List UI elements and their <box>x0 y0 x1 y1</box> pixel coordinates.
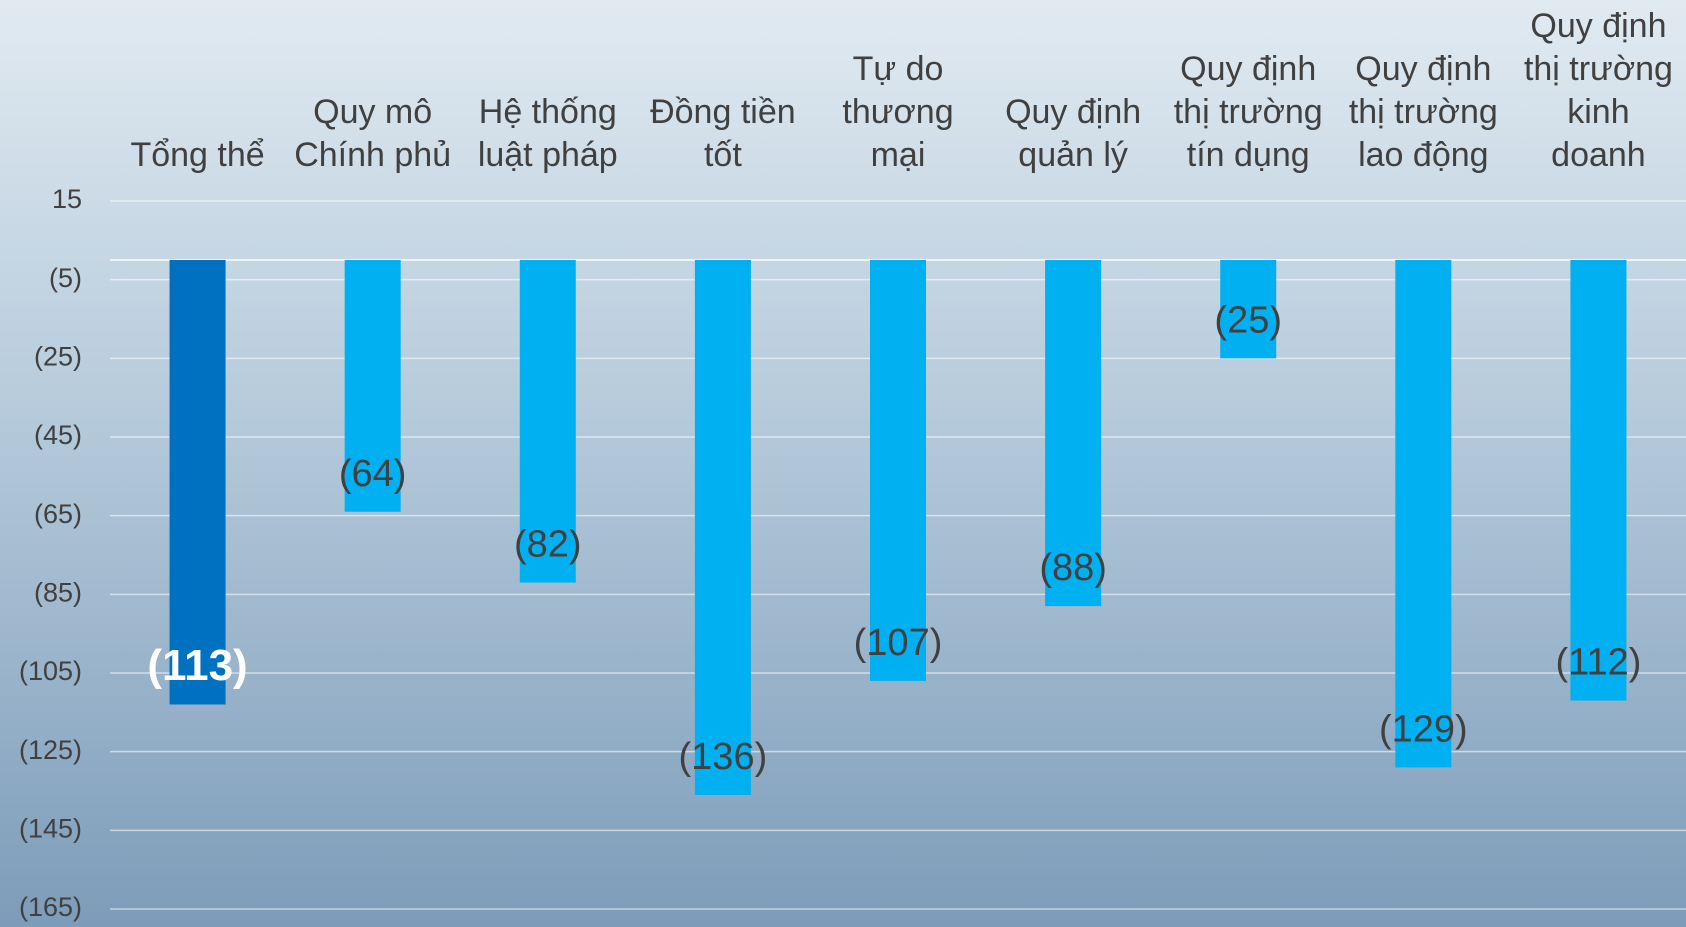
value-label: (82) <box>514 524 582 566</box>
y-tick-label: 15 <box>52 184 82 214</box>
x-tick-label: Đồng tiền tốt <box>650 93 796 174</box>
y-tick-label: (45) <box>34 420 82 450</box>
y-tick-label: (125) <box>19 735 82 765</box>
y-tick-label: (5) <box>49 263 82 293</box>
x-tick-label: Quy mô Chính phủ <box>294 93 452 174</box>
y-tick-label: (25) <box>34 341 82 371</box>
bar <box>870 260 926 681</box>
value-label: (64) <box>339 453 407 495</box>
y-tick-label: (85) <box>34 577 82 607</box>
x-tick-label: Quy định quản lý <box>1005 93 1142 174</box>
y-tick-label: (105) <box>19 656 82 686</box>
value-label: (113) <box>147 641 247 690</box>
bar <box>1570 260 1627 701</box>
bar <box>1045 260 1102 607</box>
value-label: (136) <box>679 736 768 778</box>
bar <box>694 260 751 795</box>
x-tick-label: Hệ thống luật pháp <box>477 93 618 174</box>
value-label: (25) <box>1214 299 1282 341</box>
x-tick-label: Tổng thể <box>130 136 265 174</box>
y-tick-label: (65) <box>34 499 82 529</box>
value-label: (88) <box>1039 547 1107 589</box>
y-tick-label: (145) <box>19 813 82 843</box>
bar <box>344 260 401 512</box>
value-label: (129) <box>1379 708 1468 750</box>
x-tick-label: Quy định thị trường lao động <box>1348 50 1498 174</box>
bar <box>169 260 226 705</box>
x-tick-label: Quy định thị trường tín dụng <box>1173 50 1323 174</box>
bar <box>1220 260 1277 359</box>
value-label: (107) <box>854 622 943 664</box>
bar <box>519 260 576 583</box>
y-tick-label: (165) <box>19 892 82 922</box>
x-tick-label: Tự do thương mại <box>842 50 954 174</box>
x-tick-label: Quy định thị trường kinh doanh <box>1523 7 1673 174</box>
bar <box>1395 260 1452 768</box>
value-label: (112) <box>1555 642 1641 684</box>
